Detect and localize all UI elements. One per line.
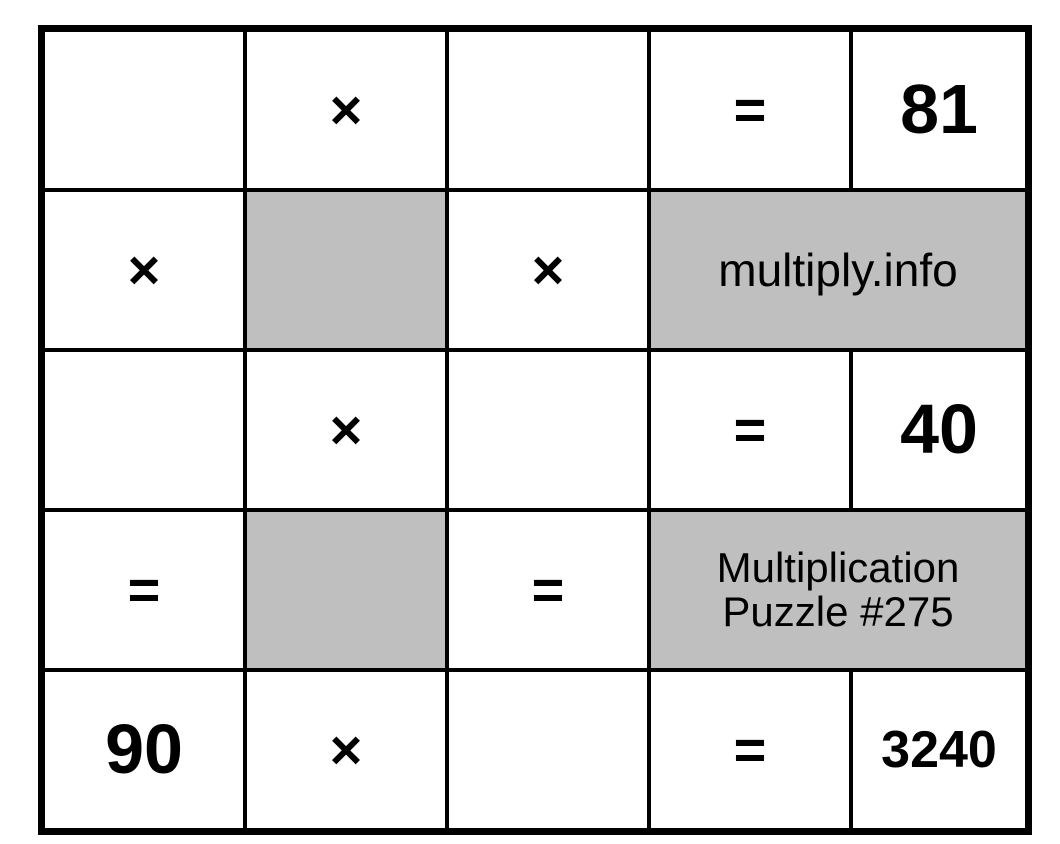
cell-blank xyxy=(447,350,649,510)
cell-blank xyxy=(447,670,649,830)
equals-symbol-text: = xyxy=(734,81,767,140)
equals-symbol: = xyxy=(447,510,649,670)
equals-symbol: = xyxy=(649,30,851,190)
multiply-symbol: × xyxy=(245,350,447,510)
multiply-symbol: × xyxy=(43,190,245,350)
multiply-symbol-text: × xyxy=(330,81,363,140)
multiply-symbol-text: × xyxy=(330,721,363,780)
cell-blank xyxy=(245,510,447,670)
multiply-symbol: × xyxy=(245,30,447,190)
number-cell: 3240 xyxy=(851,670,1027,830)
equals-symbol: = xyxy=(649,670,851,830)
equals-symbol-text: = xyxy=(532,561,565,620)
multiply-symbol-text: × xyxy=(532,241,565,300)
number-cell: 90 xyxy=(43,670,245,830)
equals-symbol: = xyxy=(649,350,851,510)
multiply-symbol-text: × xyxy=(128,241,161,300)
cell-blank xyxy=(43,30,245,190)
cell-blank xyxy=(245,190,447,350)
multiply-symbol: × xyxy=(245,670,447,830)
multiply-symbol-text: × xyxy=(330,401,363,460)
brand-label: multiply.info xyxy=(649,190,1027,350)
cell-blank xyxy=(447,30,649,190)
equals-symbol-text: = xyxy=(128,561,161,620)
number-cell-text: 3240 xyxy=(881,723,997,778)
multiply-symbol: × xyxy=(447,190,649,350)
multiplication-puzzle-grid: × = 81 × × multiply.info × = 40 = = Multiplication … xyxy=(38,25,1032,835)
number-cell-text: 40 xyxy=(900,393,978,467)
number-cell-text: 81 xyxy=(900,73,978,147)
equals-symbol-text: = xyxy=(734,401,767,460)
number-cell: 40 xyxy=(851,350,1027,510)
number-cell: 81 xyxy=(851,30,1027,190)
number-cell-text: 90 xyxy=(105,713,183,787)
equals-symbol: = xyxy=(43,510,245,670)
cell-blank xyxy=(43,350,245,510)
brand-label-text: multiply.info xyxy=(718,246,957,294)
equals-symbol-text: = xyxy=(734,721,767,780)
puzzle-title: Multiplication Puzzle #275 xyxy=(649,510,1027,670)
puzzle-title-text: Multiplication Puzzle #275 xyxy=(717,546,960,634)
